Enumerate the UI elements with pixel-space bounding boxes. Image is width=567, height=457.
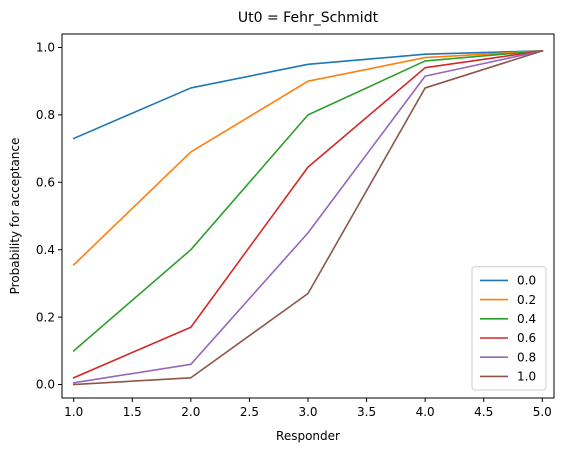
legend-label-4: 0.8 <box>517 350 536 364</box>
plot-lines <box>72 49 544 386</box>
legend-box <box>471 266 547 391</box>
legend-label-2: 0.4 <box>517 312 536 326</box>
legend-label-0: 0.0 <box>517 274 536 288</box>
series-line-2 <box>72 49 544 352</box>
y-tick-label: 0.4 <box>36 243 55 257</box>
x-axis-ticks: 1.0 1.5 2.0 2.5 3.0 3.5 4.0 4.5 5.0 <box>64 398 552 419</box>
x-tick-label: 2.5 <box>240 405 259 419</box>
legend-label-3: 0.6 <box>517 331 536 345</box>
x-tick-label: 1.0 <box>64 405 83 419</box>
y-tick-label: 1.0 <box>36 41 55 55</box>
y-axis-label: Probability for acceptance <box>8 138 22 295</box>
y-axis-ticks: 0.0 0.2 0.4 0.6 0.8 1.0 <box>36 41 62 392</box>
x-tick-label: 2.0 <box>181 405 200 419</box>
x-tick-label: 3.5 <box>357 405 376 419</box>
legend-label-5: 1.0 <box>517 370 536 384</box>
x-tick-label: 4.0 <box>416 405 435 419</box>
y-tick-label: 0.6 <box>36 175 55 189</box>
x-tick-label: 1.5 <box>123 405 142 419</box>
series-line-0 <box>72 50 544 140</box>
x-axis-label: Responder <box>276 429 340 443</box>
x-tick-label: 4.5 <box>474 405 493 419</box>
x-tick-label: 5.0 <box>533 405 552 419</box>
y-tick-label: 0.0 <box>36 378 55 392</box>
chart-title: Ut0 = Fehr_Schmidt <box>238 10 379 26</box>
y-tick-label: 0.8 <box>36 108 55 122</box>
series-line-5 <box>72 49 544 386</box>
series-line-4 <box>72 49 544 384</box>
y-tick-label: 0.2 <box>36 310 55 324</box>
legend: 0.0 0.2 0.4 0.6 0.8 1.0 <box>471 266 547 391</box>
x-tick-label: 3.0 <box>298 405 317 419</box>
series-line-3 <box>72 49 544 379</box>
series-line-1 <box>72 50 544 267</box>
legend-label-1: 0.2 <box>517 293 536 307</box>
